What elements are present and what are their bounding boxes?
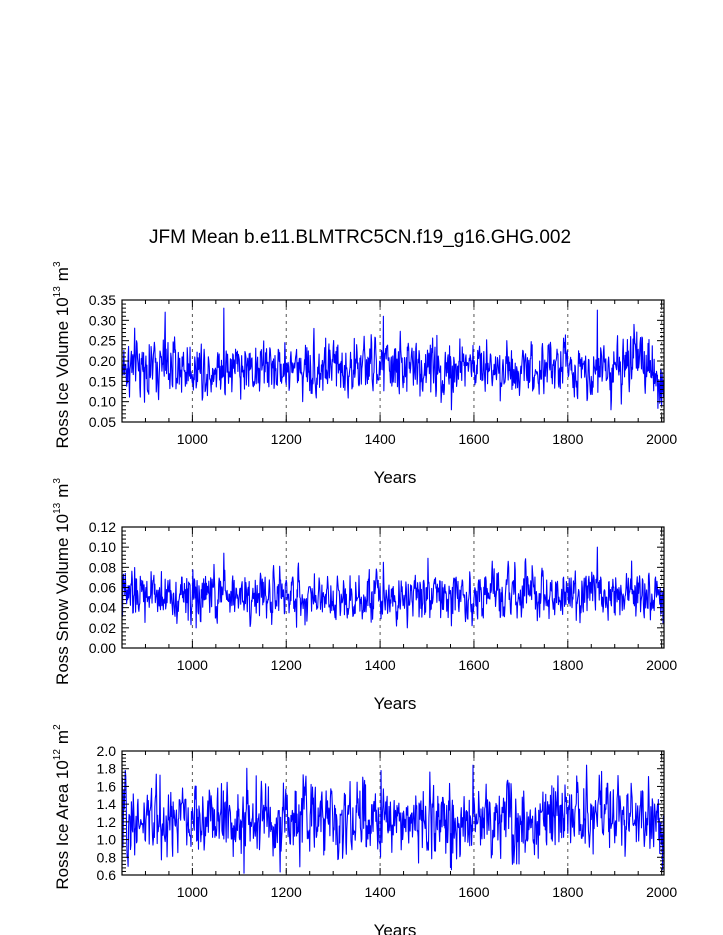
- x-tick-label: 2000: [646, 431, 677, 447]
- panel-2: 1000 1200 1400 1600 1800 2000 0.00 0.02 0.04 0.06…: [52, 478, 677, 713]
- y-tick-label: 0.25: [89, 333, 116, 349]
- y-tick-label: 0.20: [89, 353, 116, 369]
- series-line-2: [121, 546, 665, 629]
- y-tick-label: 0.30: [89, 312, 116, 328]
- x-tick-label: 2000: [646, 657, 677, 673]
- x-tick-label: 1200: [271, 884, 302, 900]
- y-axis-label: Ross Snow Volume 1013m3: [52, 478, 72, 685]
- x-tick-label: 1400: [365, 431, 396, 447]
- y-tick-label: 1.2: [97, 814, 117, 830]
- panel-3: 1000 1200 1400 1600 1800 2000 0.6 0.81.0 1.2 1.4 1…: [52, 724, 677, 935]
- y-tick-label: 0.08: [89, 559, 116, 575]
- x-tick-label: 1800: [552, 884, 583, 900]
- x-tick-label: 1400: [365, 657, 396, 673]
- y-tick-label: 0.10: [89, 539, 116, 555]
- y-tick-label: 0.06: [89, 580, 116, 596]
- x-tick-label: 1000: [177, 431, 208, 447]
- x-tick-label: 1200: [271, 657, 302, 673]
- x-tick-label: 2000: [646, 884, 677, 900]
- y-tick-label: 0.00: [89, 640, 116, 656]
- y-axis-label: Ross Ice Volume 1013m3: [52, 261, 72, 449]
- x-axis-label: Years: [374, 694, 417, 713]
- y-tick-label: 0.8: [97, 849, 117, 865]
- y-tick-label: 0.12: [89, 519, 116, 535]
- x-tick-label: 1400: [365, 884, 396, 900]
- x-tick-label: 1600: [458, 657, 489, 673]
- chart-title: JFM Mean b.e11.BLMTRC5CN.f19_g16.GHG.002: [149, 227, 571, 248]
- series-line-1: [121, 307, 665, 411]
- x-tick-label: 1600: [458, 884, 489, 900]
- panel-1: 1000 1200 1400 1600 1800 2000 0.05 0.10 0.15 0.20…: [52, 261, 677, 487]
- y-tick-label: 1.0: [97, 832, 117, 848]
- y-tick-label: 1.4: [97, 796, 117, 812]
- series-line-3: [121, 764, 665, 874]
- y-tick-label: 1.6: [97, 778, 117, 794]
- y-tick-label: 2.0: [97, 743, 117, 759]
- x-axis-label: Years: [374, 468, 417, 487]
- x-tick-label: 1600: [458, 431, 489, 447]
- plot-frame: [121, 750, 665, 876]
- x-tick-label: 1800: [552, 657, 583, 673]
- y-tick-label: 0.05: [89, 414, 116, 430]
- x-tick-label: 1000: [177, 884, 208, 900]
- x-tick-label: 1000: [177, 657, 208, 673]
- y-tick-label: 1.8: [97, 761, 117, 777]
- x-tick-label: 1800: [552, 431, 583, 447]
- x-tick-label: 1200: [271, 431, 302, 447]
- y-tick-label: 0.02: [89, 620, 116, 636]
- y-tick-label: 0.15: [89, 373, 116, 389]
- y-tick-label: 0.6: [97, 867, 117, 883]
- y-tick-label: 0.10: [89, 394, 116, 410]
- y-tick-label: 0.04: [89, 600, 116, 616]
- y-axis-label: Ross Ice Area 1012m2: [52, 724, 72, 890]
- y-tick-label: 0.35: [89, 292, 116, 308]
- x-axis-label: Years: [374, 921, 417, 935]
